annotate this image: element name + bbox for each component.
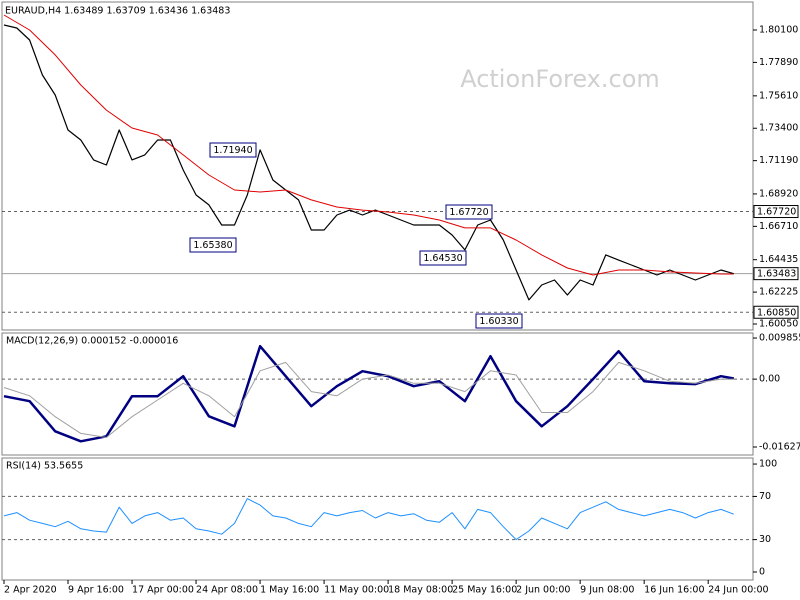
y-tick-label: 1.66710 bbox=[759, 221, 798, 232]
y-tick-label: 1.62225 bbox=[759, 287, 798, 298]
annotation-box bbox=[209, 142, 257, 158]
panel-frame bbox=[1, 1, 754, 331]
level-label-box bbox=[753, 305, 799, 319]
level-label: 1.67720 bbox=[757, 207, 796, 218]
y-tick-label: 0.00 bbox=[759, 374, 780, 385]
y-tick-label: 1.68920 bbox=[759, 188, 798, 199]
annotation-box bbox=[475, 313, 523, 329]
x-tick-label: 25 May 16:00 bbox=[452, 585, 517, 596]
panel-title: MACD(12,26,9) 0.000152 -0.000016 bbox=[6, 336, 178, 347]
y-tick-label: 30 bbox=[759, 534, 771, 545]
x-tick-label: 16 Jun 16:00 bbox=[644, 585, 704, 596]
panel-frame bbox=[1, 332, 754, 456]
x-tick-label: 17 Apr 00:00 bbox=[132, 585, 194, 596]
x-tick-label: 24 Jun 00:00 bbox=[708, 585, 768, 596]
x-tick-label: 24 Apr 08:00 bbox=[196, 585, 258, 596]
x-tick-label: 2 Apr 2020 bbox=[4, 585, 57, 596]
series-line bbox=[3, 344, 735, 443]
y-tick-label: 1.64435 bbox=[759, 254, 798, 265]
level-label-box bbox=[753, 205, 799, 219]
annotation: 1.60330 bbox=[479, 316, 518, 327]
y-tick-label: 0 bbox=[759, 567, 765, 578]
annotation: 1.64530 bbox=[423, 253, 462, 264]
y-tick-label: 70 bbox=[759, 491, 771, 502]
y-tick-label: 1.60050 bbox=[759, 318, 798, 329]
annotation: 1.71940 bbox=[213, 145, 252, 156]
series-line bbox=[3, 14, 734, 276]
x-tick-label: 1 May 16:00 bbox=[260, 585, 319, 596]
y-tick-label: 1.80100 bbox=[759, 25, 798, 36]
x-tick-label: 11 May 00:00 bbox=[324, 585, 389, 596]
annotation: 1.65380 bbox=[193, 240, 232, 251]
level-label: 1.60850 bbox=[757, 307, 796, 318]
y-tick-label: 100 bbox=[759, 459, 777, 470]
annotation-box bbox=[419, 250, 467, 266]
series-line bbox=[3, 498, 734, 541]
annotation: 1.67720 bbox=[449, 207, 488, 218]
y-tick-label: 1.77890 bbox=[759, 57, 798, 68]
level-label-box bbox=[753, 267, 799, 281]
header: EURAUD,H4 1.63489 1.63709 1.63436 1.6348… bbox=[5, 6, 230, 17]
x-tick-label: 18 May 08:00 bbox=[388, 585, 453, 596]
panel-frame bbox=[1, 457, 754, 581]
x-tick-label: 9 Apr 16:00 bbox=[68, 585, 124, 596]
y-tick-label: 1.73400 bbox=[759, 123, 798, 134]
panel-title: RSI(14) 53.5655 bbox=[6, 461, 83, 472]
level-label: 1.63483 bbox=[757, 269, 796, 280]
annotation-box bbox=[445, 204, 493, 220]
x-tick-label: 2 Jun 00:00 bbox=[516, 585, 570, 596]
series-line bbox=[3, 361, 734, 438]
y-tick-label: 0.009855 bbox=[759, 333, 800, 344]
y-tick-label: -0.01627 bbox=[759, 441, 800, 452]
y-tick-label: 1.75610 bbox=[759, 90, 798, 101]
y-tick-label: 1.71190 bbox=[759, 155, 798, 166]
x-tick-label: 9 Jun 08:00 bbox=[580, 585, 634, 596]
watermark: ActionForex.com bbox=[460, 65, 660, 93]
annotation-box bbox=[189, 237, 237, 253]
series-line bbox=[3, 24, 734, 301]
